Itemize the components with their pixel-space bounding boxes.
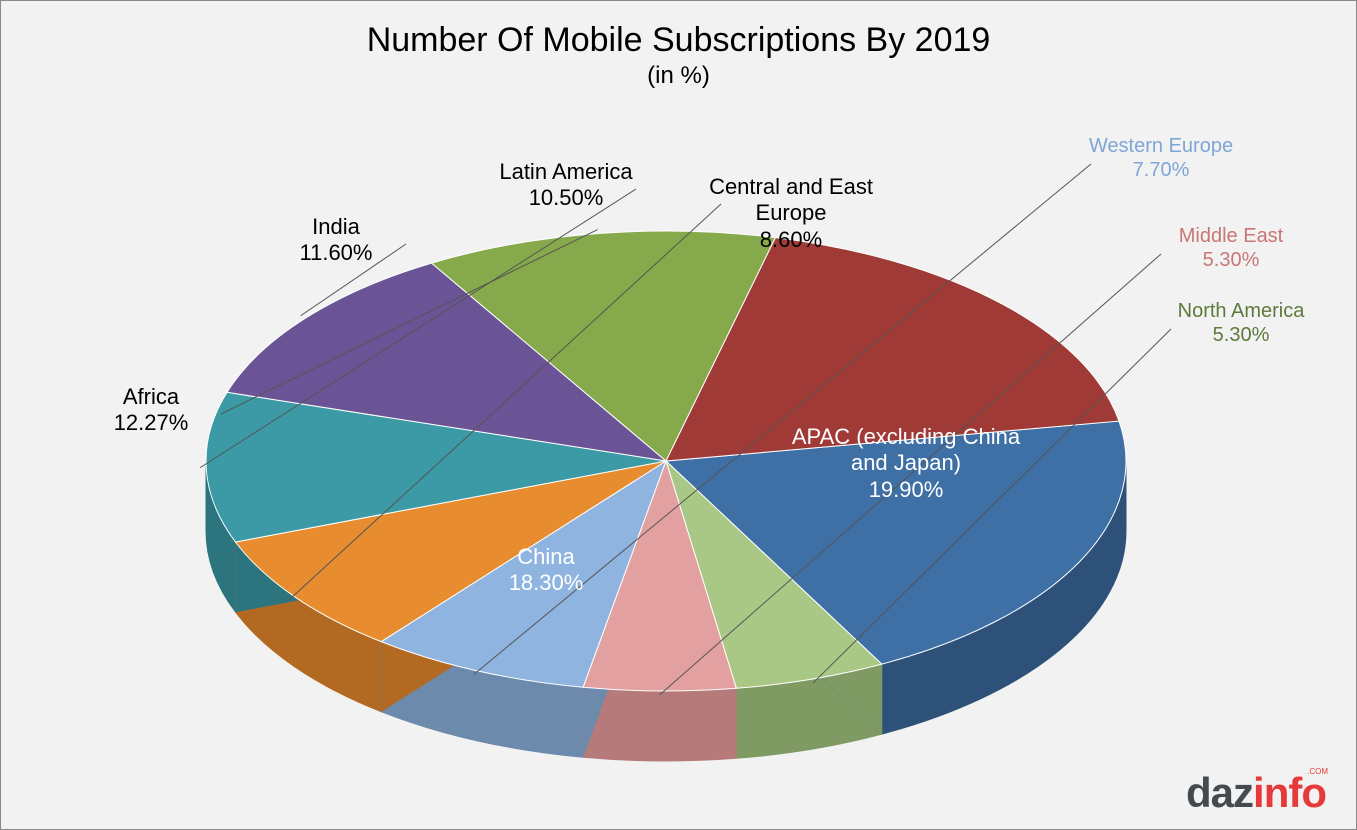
slice-value: 12.27% [31, 410, 271, 436]
slice-value: 5.30% [1111, 248, 1351, 272]
slice-value: 10.50% [446, 185, 686, 211]
slice-label: Western Europe7.70% [1041, 134, 1281, 182]
title-line2: (in %) [1, 62, 1356, 90]
slice-name: Western Europe [1041, 134, 1281, 158]
slice-value: 7.70% [1041, 158, 1281, 182]
logo-part2: info [1253, 769, 1326, 816]
slice-label: Latin America10.50% [446, 159, 686, 212]
slice-name: APAC (excluding China and Japan) [786, 424, 1026, 477]
slice-value: 5.30% [1121, 323, 1357, 347]
slice-name: Latin America [446, 159, 686, 185]
slice-value: 8.60% [671, 227, 911, 253]
slice-label: China18.30% [426, 544, 666, 597]
slice-label: Central and East Europe8.60% [671, 174, 911, 253]
logo-superscript: .COM [1307, 767, 1328, 776]
slice-value: 18.30% [426, 570, 666, 596]
chart-frame: Number Of Mobile Subscriptions By 2019 (… [0, 0, 1357, 830]
slice-label: Middle East5.30% [1111, 224, 1351, 272]
slice-label: APAC (excluding China and Japan)19.90% [786, 424, 1026, 503]
slice-value: 19.90% [786, 477, 1026, 503]
slice-name: Central and East Europe [671, 174, 911, 227]
chart-title: Number Of Mobile Subscriptions By 2019 (… [1, 21, 1356, 90]
slice-label: India11.60% [216, 214, 456, 267]
slice-label: Africa12.27% [31, 384, 271, 437]
slice-label: North America5.30% [1121, 299, 1357, 347]
slice-name: China [426, 544, 666, 570]
slice-name: India [216, 214, 456, 240]
slice-value: 11.60% [216, 240, 456, 266]
title-line1: Number Of Mobile Subscriptions By 2019 [1, 21, 1356, 60]
slice-name: Africa [31, 384, 271, 410]
slice-name: Middle East [1111, 224, 1351, 248]
slice-name: North America [1121, 299, 1357, 323]
dazeinfo-logo: dazinfo .COM [1186, 769, 1326, 817]
logo-part1: daz [1186, 769, 1253, 816]
